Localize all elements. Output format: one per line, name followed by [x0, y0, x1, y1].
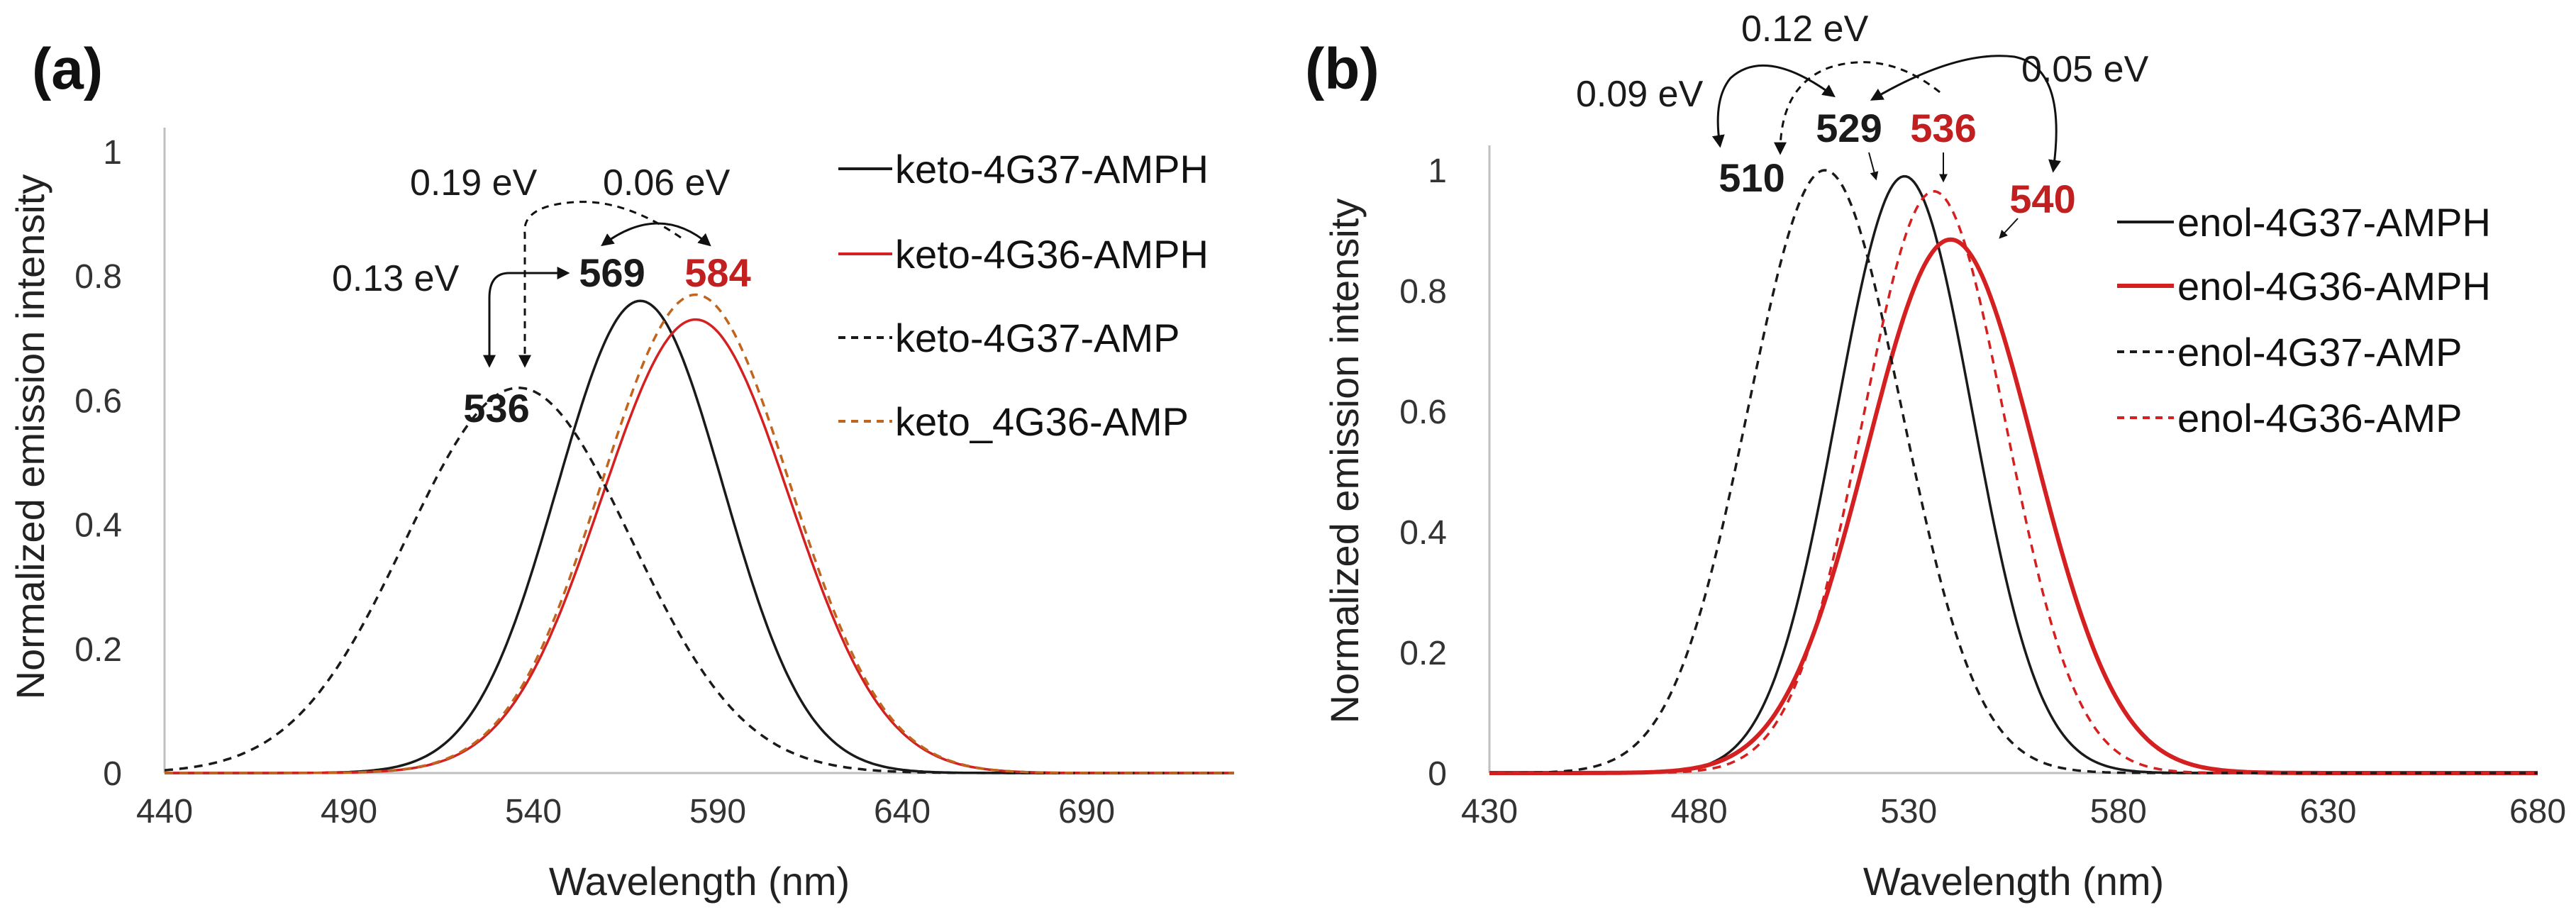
panel-a-legend-label: keto-4G37-AMPH — [895, 147, 1209, 191]
panel-a-energy-annotation-3: 0.06 eV — [603, 162, 731, 204]
panel-b-x-tick-label: 430 — [1461, 793, 1518, 830]
panel-b-arrow-540-to-529 — [1870, 55, 2061, 173]
panel-a-y-axis-title: Normalized emission intensity — [8, 174, 52, 700]
panel-b-x-tick-label: 580 — [2090, 793, 2147, 830]
panel-a-series-keto-4g37-amph — [165, 299, 1234, 774]
panel-b-legend-item: enol-4G37-AMP — [2117, 330, 2463, 374]
panel-a-legend-item: keto-4G36-AMPH — [838, 232, 1209, 277]
panel-a-peak-label-584: 584 — [684, 250, 750, 295]
panel-b-legend: enol-4G37-AMPH enol-4G36-AMPH enol-4G37-… — [2117, 200, 2491, 440]
panel-b-arrow-536-to-510 — [1774, 61, 1941, 155]
panel-a-y-tick-label: 0.4 — [74, 507, 122, 545]
panel-a-legend-label: keto_4G36-AMP — [895, 399, 1189, 444]
panel-b-energy-annotation-3: 0.05 eV — [2021, 49, 2149, 90]
panel-b-y-tick-label: 0.2 — [1399, 635, 1447, 672]
panel-a-legend-item: keto-4G37-AMP — [838, 316, 1180, 360]
panel-a-y-tick-label: 1 — [103, 134, 122, 172]
panel-a-ticks: 440 490 540 590 640 690 0 0.2 0.4 0.6 0.8 1 — [74, 134, 1115, 830]
panel-a-legend-label: keto-4G36-AMPH — [895, 232, 1209, 277]
panel-b-y-tick-label: 0.4 — [1399, 514, 1447, 552]
panel-a-curves — [164, 293, 1234, 774]
panel-a-x-tick-label: 490 — [321, 793, 377, 830]
panel-a-energy-annotation-2: 0.19 eV — [410, 162, 538, 204]
panel-b-ticks: 430 480 530 580 630 680 0 0.2 0.4 0.6 0.8 1 — [1399, 152, 2566, 830]
panel-b-y-tick-label: 0 — [1428, 755, 1447, 793]
panel-a-x-tick-label: 590 — [689, 793, 746, 830]
panel-a-energy-annotation-1: 0.13 eV — [332, 258, 460, 299]
panel-b-arrow-529-to-510 — [1711, 65, 1836, 148]
panel-b-peak-label-540: 540 — [2009, 177, 2075, 221]
panel-b-chart: (b) 430 480 530 580 630 680 0 0.2 0.4 0.6 0.8 1 Wav… — [1305, 9, 2566, 904]
panel-a-y-tick-label: 0.8 — [74, 258, 122, 296]
panel-a-arrow-569-to-536 — [483, 267, 570, 368]
panel-b-peak-label-510: 510 — [1719, 155, 1784, 200]
panel-b-y-tick-label: 1 — [1428, 152, 1447, 190]
panel-b-series-enol-4g36-amph — [1489, 237, 2538, 775]
panel-a-x-tick-label: 690 — [1058, 793, 1115, 830]
panel-b-series-enol-4g36-amp — [1489, 190, 2538, 774]
panel-a-x-tick-label: 540 — [505, 793, 562, 830]
panel-b-label: (b) — [1305, 37, 1379, 101]
panel-b-legend-label: enol-4G37-AMP — [2177, 330, 2463, 374]
panel-a-y-tick-label: 0.2 — [74, 631, 122, 669]
panel-b-x-tick-label: 530 — [1880, 793, 1937, 830]
panel-a-arrow-584-to-536 — [518, 201, 682, 368]
panel-b-peak-label-536: 536 — [1910, 106, 1976, 150]
panel-a-legend-label: keto-4G37-AMP — [895, 316, 1180, 360]
panel-a-series-keto-4g36-amp — [165, 293, 1234, 774]
panel-a-series-keto-4g36-amph — [165, 318, 1234, 774]
panel-a-peak-label-569: 569 — [579, 250, 645, 295]
panel-b-curves — [1489, 169, 2538, 775]
panel-b-legend-label: enol-4G36-AMP — [2177, 396, 2463, 440]
panel-a-legend-item: keto_4G36-AMP — [838, 399, 1189, 444]
panel-b-series-enol-4g37-amp — [1489, 169, 2538, 774]
panel-a-chart: (a) 440 490 540 590 640 690 0 0.2 0.4 0.6 0.8 1 Wav… — [8, 37, 1234, 904]
panel-a-label: (a) — [32, 37, 103, 101]
panel-b-x-axis-title: Wavelength (nm) — [1863, 859, 2164, 904]
panel-a-series-keto-4g37-amp — [164, 387, 1234, 774]
panel-b-legend-label: enol-4G36-AMPH — [2177, 264, 2491, 309]
panel-a-legend-item: keto-4G37-AMPH — [838, 147, 1209, 191]
panel-b-legend-item: enol-4G36-AMPH — [2117, 264, 2491, 309]
panel-a-arrow-584-to-569 — [601, 222, 711, 247]
panel-a-peak-label-536: 536 — [463, 386, 529, 430]
panel-b-pointer-540 — [1999, 218, 2019, 239]
panel-a-x-axis-title: Wavelength (nm) — [549, 859, 850, 904]
panel-a-x-tick-label: 640 — [874, 793, 931, 830]
panel-a-axes — [163, 128, 1234, 774]
panel-b-y-tick-label: 0.8 — [1399, 273, 1447, 311]
panel-a-legend: keto-4G37-AMPH keto-4G36-AMPH keto-4G37-… — [838, 147, 1209, 444]
panel-a-y-tick-label: 0 — [103, 755, 122, 793]
panel-b-legend-item: enol-4G36-AMP — [2117, 396, 2463, 440]
panel-a-x-tick-label: 440 — [136, 793, 193, 830]
panel-b-y-tick-label: 0.6 — [1399, 394, 1447, 431]
panel-b-x-tick-label: 680 — [2509, 793, 2566, 830]
panel-b-legend-label: enol-4G37-AMPH — [2177, 200, 2491, 245]
panel-b-legend-item: enol-4G37-AMPH — [2117, 200, 2491, 245]
panel-b-energy-annotation-2: 0.12 eV — [1741, 9, 1869, 50]
panel-b-x-tick-label: 630 — [2299, 793, 2356, 830]
panel-a-y-tick-label: 0.6 — [74, 382, 122, 420]
panel-b-energy-annotation-1: 0.09 eV — [1576, 74, 1704, 115]
panel-b-x-tick-label: 480 — [1671, 793, 1728, 830]
panel-b-peak-label-529: 529 — [1816, 106, 1882, 150]
panel-b-pointer-529 — [1868, 152, 1879, 181]
panel-b-y-axis-title: Normalized emission intensity — [1322, 199, 1367, 724]
